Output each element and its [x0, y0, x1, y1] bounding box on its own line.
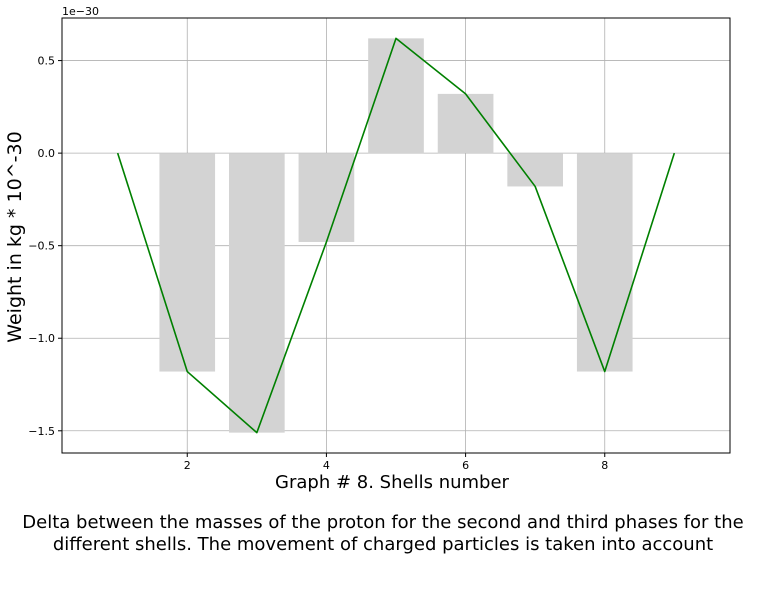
- bar: [368, 38, 424, 154]
- x-tick-label: 2: [184, 459, 191, 472]
- x-tick-label: 4: [323, 459, 330, 472]
- bar: [507, 153, 563, 187]
- bar: [229, 153, 285, 433]
- bar-series: [159, 38, 633, 433]
- x-tick-label: 8: [601, 459, 608, 472]
- y-axis-label: Weight in kg * 10^-30: [4, 131, 26, 342]
- figure-caption: Delta between the masses of the proton f…: [0, 512, 766, 556]
- line-path: [116, 37, 676, 434]
- bar: [298, 153, 355, 242]
- y-axis-exponent: 1e−30: [62, 5, 99, 18]
- y-tick-label: −0.5: [28, 240, 55, 253]
- plot-frame: [61, 17, 731, 454]
- y-tick-label: 0.5: [38, 55, 56, 68]
- x-axis-label: Graph # 8. Shells number: [275, 472, 509, 493]
- axis-ticks: 2 4 6 8 0.5 0.0 −0.5 −1.0 −1.5: [28, 55, 608, 472]
- y-tick-label: 0.0: [38, 147, 56, 160]
- x-tick-label: 6: [462, 459, 469, 472]
- caption-line-2: different shells. The movement of charge…: [52, 534, 714, 555]
- bar: [437, 93, 494, 154]
- y-tick-label: −1.5: [28, 425, 55, 438]
- line-series: [116, 37, 676, 434]
- caption-line-1: Delta between the masses of the proton f…: [22, 512, 744, 533]
- bar: [576, 153, 633, 372]
- y-tick-label: −1.0: [28, 332, 55, 345]
- bar: [159, 153, 216, 372]
- chart: 2 4 6 8 0.5 0.0 −0.5 −1.0 −1.5 1e−30 Weight in k…: [4, 5, 731, 493]
